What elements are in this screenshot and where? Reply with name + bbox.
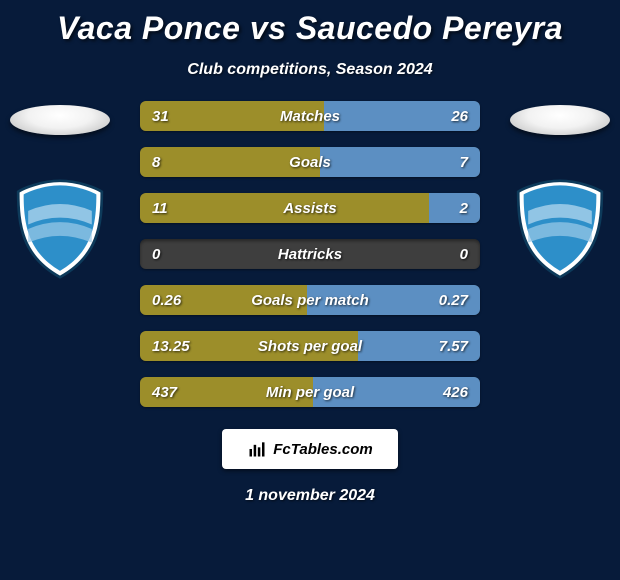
- comparison-arena: 3126Matches 87Goals 112Assists 00Hattricks 0…: [0, 101, 620, 407]
- left-player-oval: [10, 105, 110, 135]
- stat-label: Hattricks: [140, 239, 480, 269]
- stat-label: Goals per match: [140, 285, 480, 315]
- footer-badge: FcTables.com: [222, 429, 398, 469]
- stat-row: 13.257.57Shots per goal: [140, 331, 480, 361]
- stat-label: Assists: [140, 193, 480, 223]
- footer-text: FcTables.com: [273, 441, 372, 458]
- subtitle: Club competitions, Season 2024: [0, 61, 620, 79]
- stat-row: 00Hattricks: [140, 239, 480, 269]
- shield-icon: [14, 179, 106, 279]
- chart-icon: [247, 439, 267, 459]
- right-player-oval: [510, 105, 610, 135]
- left-player-column: [0, 101, 120, 279]
- stat-row: 112Assists: [140, 193, 480, 223]
- stat-row: 0.260.27Goals per match: [140, 285, 480, 315]
- left-club-crest: [14, 179, 106, 279]
- right-player-column: [500, 101, 620, 279]
- page-title: Vaca Ponce vs Saucedo Pereyra: [0, 0, 620, 47]
- shield-icon: [514, 179, 606, 279]
- stat-label: Matches: [140, 101, 480, 131]
- stat-row: 437426Min per goal: [140, 377, 480, 407]
- stat-row: 3126Matches: [140, 101, 480, 131]
- date-text: 1 november 2024: [0, 487, 620, 505]
- stat-bars: 3126Matches 87Goals 112Assists 00Hattricks 0…: [140, 101, 480, 407]
- stat-label: Shots per goal: [140, 331, 480, 361]
- stat-row: 87Goals: [140, 147, 480, 177]
- right-club-crest: [514, 179, 606, 279]
- stat-label: Goals: [140, 147, 480, 177]
- stat-label: Min per goal: [140, 377, 480, 407]
